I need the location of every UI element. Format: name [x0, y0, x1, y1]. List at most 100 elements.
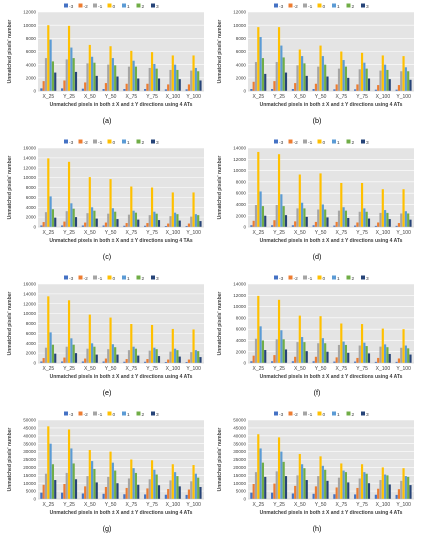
- x-tick-label: X_50: [84, 366, 96, 372]
- x-tick-label: X_50: [294, 230, 306, 236]
- bar-Y_25-series-2: [282, 57, 285, 91]
- bar-Y_50-series--1: [317, 209, 320, 227]
- y-tick-label: 10000: [23, 175, 36, 180]
- bar-X_25-series-3: [54, 72, 57, 91]
- bar-Y_75-series--2: [146, 488, 149, 499]
- legend-label--3: -3: [279, 276, 284, 282]
- bar-X_100-series-3: [178, 220, 181, 227]
- bar-Y_75-series-1: [363, 208, 366, 227]
- bar-Y_50-series--3: [312, 361, 315, 363]
- bar-X_100-series-2: [176, 69, 179, 91]
- y-tick-label: 35000: [233, 441, 246, 446]
- legend-label-3: 3: [366, 4, 369, 10]
- y-tick-label: 20000: [233, 465, 246, 470]
- x-tick-label: Y_25: [273, 94, 285, 100]
- bar-Y_50-series--2: [314, 221, 318, 227]
- bar-X_75-series-1: [132, 60, 135, 91]
- bar-X_75-series--2: [335, 221, 338, 227]
- bar-X_75-series--1: [337, 68, 341, 91]
- bar-X_75-series-2: [134, 66, 138, 91]
- legend-label-3: 3: [366, 276, 369, 282]
- bar-X_50-series-1: [301, 337, 304, 363]
- bar-Y_75-series--2: [146, 359, 149, 363]
- bar-X_25-series--2: [42, 484, 45, 499]
- bar-Y_100-series-2: [407, 476, 410, 499]
- bar-Y_75-series-3: [157, 220, 161, 227]
- bar-Y_25-series-0: [67, 300, 71, 363]
- bar-Y_50-series--2: [104, 358, 108, 363]
- legend-swatch--1: [303, 3, 307, 8]
- bar-Y_100-series--2: [397, 489, 401, 499]
- bar-Y_50-series-3: [116, 219, 119, 227]
- bar-X_25-series-1: [259, 326, 262, 363]
- bar-Y_25-series--1: [275, 339, 278, 363]
- legend-swatch-2: [346, 3, 351, 8]
- legend-label-2: 2: [352, 276, 355, 282]
- x-tick-label: Y_75: [356, 366, 368, 372]
- bar-X_100-series--1: [169, 480, 172, 499]
- legend-swatch--2: [78, 3, 83, 8]
- x-axis-title: Unmatched pixels in both ± X and ± Y dir…: [260, 374, 403, 380]
- bar-Y_100-series-1: [404, 345, 407, 363]
- bar-Y_75-series--1: [148, 67, 151, 91]
- bar-X_100-series-3: [178, 486, 181, 499]
- y-tick-label: 6000: [236, 191, 247, 196]
- bar-Y_100-series-1: [194, 473, 197, 499]
- bar-X_50-series--1: [296, 342, 299, 363]
- bar-X_50-series-2: [93, 346, 96, 363]
- legend-label--2: -2: [84, 412, 89, 418]
- bar-X_100-series-2: [386, 475, 389, 499]
- bar-X_100-series--3: [374, 361, 377, 363]
- bar-X_50-series--2: [84, 222, 87, 227]
- bar-X_75-series-0: [130, 323, 133, 363]
- bar-Y_50-series-2: [324, 64, 327, 91]
- bar-X_50-series--1: [86, 348, 89, 363]
- x-tick-label: Y_100: [186, 230, 201, 236]
- legend-label-1: 1: [127, 276, 130, 282]
- legend-label--2: -2: [294, 4, 299, 10]
- legend-label-2: 2: [142, 412, 145, 418]
- bar-X_100-series--2: [167, 84, 170, 91]
- bar-X_50-series-0: [298, 315, 301, 363]
- legend-swatch-2: [346, 275, 351, 280]
- bar-Y_25-series--2: [273, 355, 276, 363]
- bar-Y_25-series--1: [275, 204, 278, 227]
- bar-X_100-series--3: [164, 226, 167, 227]
- bar-Y_50-series-0: [319, 45, 322, 91]
- legend-label-0: 0: [113, 276, 116, 282]
- bar-Y_100-series--2: [397, 85, 401, 91]
- bar-X_100-series--2: [377, 488, 380, 499]
- bar-X_100-series--1: [169, 216, 172, 227]
- bar-Y_100-series--3: [395, 225, 398, 227]
- legend-label-1: 1: [337, 276, 340, 282]
- y-tick-label: 0: [243, 225, 246, 230]
- bar-X_100-series-1: [384, 474, 387, 499]
- y-tick-label: 12000: [23, 165, 36, 170]
- bar-X_25-series--2: [42, 358, 45, 363]
- bar-Y_50-series-1: [321, 56, 324, 91]
- bar-X_75-series-1: [342, 207, 345, 227]
- legend-swatch-1: [122, 275, 126, 280]
- bar-Y_50-series-0: [319, 456, 322, 499]
- bar-Y_25-series-1: [280, 330, 283, 363]
- bar-X_25-series-0: [47, 296, 50, 363]
- x-tick-label: Y_100: [396, 502, 411, 508]
- bar-X_25-series--3: [40, 225, 43, 227]
- bar-X_100-series-0: [171, 192, 174, 227]
- legend-label--1: -1: [308, 412, 313, 418]
- y-axis-title: Unmatched pixels' number: [7, 292, 13, 356]
- bar-Y_100-series-3: [409, 485, 412, 499]
- x-tick-label: Y_25: [273, 366, 285, 372]
- bar-X_75-series--3: [123, 225, 126, 227]
- x-tick-label: X_100: [376, 94, 391, 100]
- bar-X_25-series-3: [264, 215, 267, 227]
- bar-X_25-series-1: [49, 443, 52, 499]
- legend-swatch-1: [332, 139, 336, 144]
- bar-X_50-series-2: [303, 342, 306, 363]
- legend-label-3: 3: [156, 276, 159, 282]
- bar-Y_25-series--3: [271, 225, 274, 227]
- bar-X_75-series-1: [132, 468, 135, 499]
- x-tick-label: Y_50: [105, 94, 117, 100]
- x-tick-label: Y_50: [315, 94, 327, 100]
